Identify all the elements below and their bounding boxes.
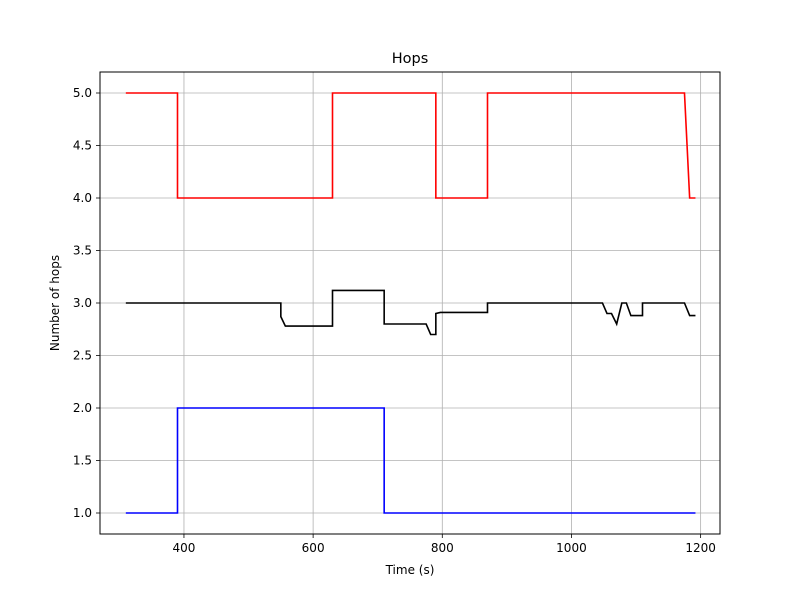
- ticks: 400 600 800 1000 1200 1.0 1.5 2.0 2.5 3.0 3.5 4.0 4.…: [73, 86, 716, 555]
- x-tick-label: 800: [431, 541, 454, 555]
- y-tick-label: 2.5: [73, 349, 92, 363]
- y-tick-label: 1.0: [73, 506, 92, 520]
- x-tick-label: 1200: [685, 541, 716, 555]
- y-tick-label: 4.0: [73, 191, 92, 205]
- y-tick-label: 1.5: [73, 454, 92, 468]
- x-axis-label: Time (s): [385, 563, 435, 577]
- series-layer: [125, 92, 696, 514]
- y-tick-label: 3.5: [73, 244, 92, 258]
- x-tick-label: 1000: [556, 541, 587, 555]
- series-line-2: [125, 289, 696, 336]
- series-line-1: [125, 92, 696, 199]
- chart-title: Hops: [392, 51, 429, 67]
- y-tick-label: 2.0: [73, 401, 92, 415]
- x-tick-label: 600: [302, 541, 325, 555]
- y-tick-label: 5.0: [73, 86, 92, 100]
- y-tick-label: 4.5: [73, 139, 92, 153]
- series-line-3: [125, 407, 696, 514]
- y-axis-label: Number of hops: [48, 255, 62, 351]
- y-tick-label: 3.0: [73, 296, 92, 310]
- x-tick-label: 400: [173, 541, 196, 555]
